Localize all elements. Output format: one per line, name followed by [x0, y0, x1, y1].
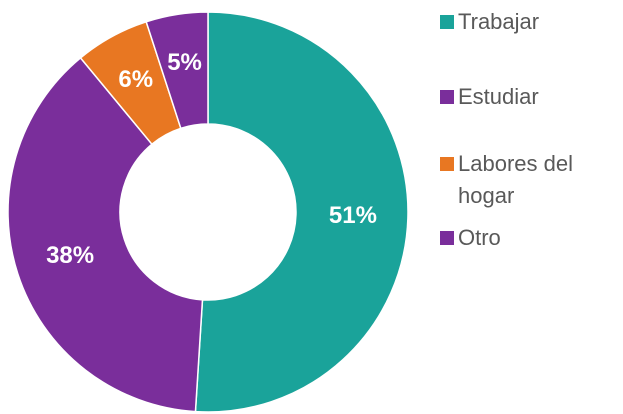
legend-label: Otro [458, 225, 501, 250]
donut-slice [7, 56, 204, 413]
legend-item: Estudiar [440, 81, 620, 113]
donut-slice [194, 11, 409, 413]
legend-label: Estudiar [458, 84, 539, 109]
data-label: 6% [118, 66, 153, 93]
data-label: 51% [329, 202, 377, 229]
legend-swatch [440, 231, 454, 245]
legend-item: Labores del hogar [440, 148, 620, 212]
legend-label: Labores del hogar [458, 151, 573, 208]
legend-label: Trabajar [458, 9, 540, 34]
legend-swatch [440, 15, 454, 29]
legend-swatch [440, 157, 454, 171]
legend-item: Otro [440, 222, 620, 254]
legend-item: Trabajar [440, 6, 620, 38]
data-label: 5% [167, 49, 202, 76]
donut-slice [145, 11, 209, 130]
data-label: 38% [46, 242, 94, 269]
legend-swatch [440, 90, 454, 104]
